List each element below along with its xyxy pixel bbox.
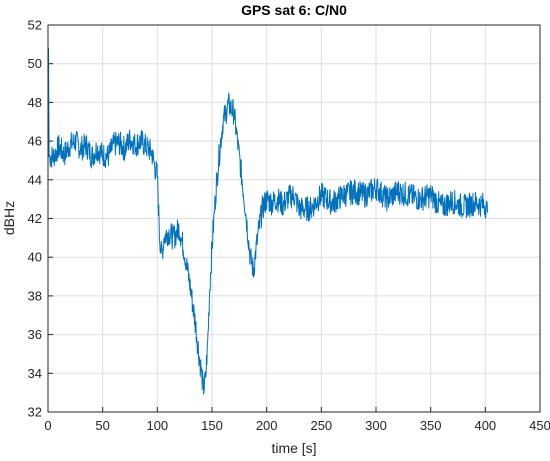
y-tick-label: 36 [28, 327, 42, 342]
y-tick-label: 34 [28, 366, 42, 381]
x-tick-label: 50 [95, 418, 109, 433]
y-tick-label: 52 [28, 18, 42, 33]
x-tick-label: 350 [420, 418, 442, 433]
y-tick-label: 42 [28, 211, 42, 226]
y-tick-label: 50 [28, 56, 42, 71]
plot-frame [47, 24, 541, 413]
y-tick-label: 32 [28, 405, 42, 420]
x-axis-label: time [s] [271, 440, 316, 456]
y-tick-labels: 32 34 36 38 40 42 44 46 48 50 52 [28, 18, 42, 420]
x-tick-label: 150 [201, 418, 223, 433]
chart-title: GPS sat 6: C/N0 [241, 2, 347, 18]
series-line [47, 47, 488, 395]
y-tick-label: 44 [28, 172, 42, 187]
x-tick-label: 400 [474, 418, 496, 433]
x-tick-label: 0 [44, 418, 51, 433]
x-tick-label: 200 [256, 418, 278, 433]
x-tick-labels: 0 50 100 150 200 250 300 350 400 450 [44, 418, 550, 433]
y-tick-label: 38 [28, 288, 42, 303]
y-tick-label: 48 [28, 95, 42, 110]
y-tick-label: 40 [28, 250, 42, 265]
x-tick-label: 450 [529, 418, 550, 433]
x-tick-label: 100 [146, 418, 168, 433]
x-tick-label: 300 [365, 418, 387, 433]
x-tick-label: 250 [310, 418, 332, 433]
y-axis-label: dBHz [1, 201, 17, 235]
y-tick-label: 46 [28, 134, 42, 149]
